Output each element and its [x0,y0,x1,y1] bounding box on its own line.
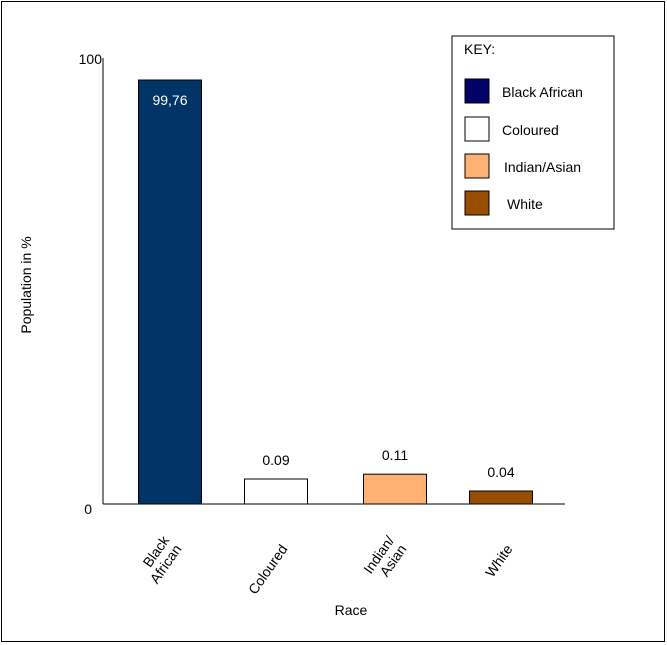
legend: KEY: Black African Coloured Indian/Asian Wh… [451,35,615,230]
legend-swatch-1 [464,116,490,142]
bars-group [138,79,533,505]
x-tick-label-2: Indian/Asian [360,533,410,580]
data-label-3: 0.04 [487,464,514,480]
legend-swatch-0 [464,78,490,104]
bar-3 [469,490,533,505]
y-tick-label-min: 0 [84,501,92,517]
data-label-1: 0.09 [262,452,289,468]
legend-label-3: White [507,196,543,212]
plot-area: 100 0 Population in % Race 99,76 0.09 0.11… [18,51,565,618]
legend-swatch-3 [464,190,490,216]
legend-swatch-2 [464,153,490,179]
legend-title: KEY: [464,41,495,57]
x-axis-title: Race [335,602,368,618]
y-axis-title: Population in % [18,236,34,333]
data-label-0: 99,76 [152,92,187,108]
bar-1 [244,478,308,505]
y-tick-label-max: 100 [79,51,103,67]
legend-label-2: Indian/Asian [504,159,581,175]
legend-entries: Black African Coloured Indian/Asian White [464,78,583,216]
value-labels-group: 99,76 0.09 0.11 0.04 [152,92,514,480]
legend-label-1: Coloured [502,122,559,138]
legend-label-0: Black African [502,84,583,100]
data-label-2: 0.11 [382,447,408,463]
bar-2 [363,473,427,505]
bar-0 [138,79,202,505]
